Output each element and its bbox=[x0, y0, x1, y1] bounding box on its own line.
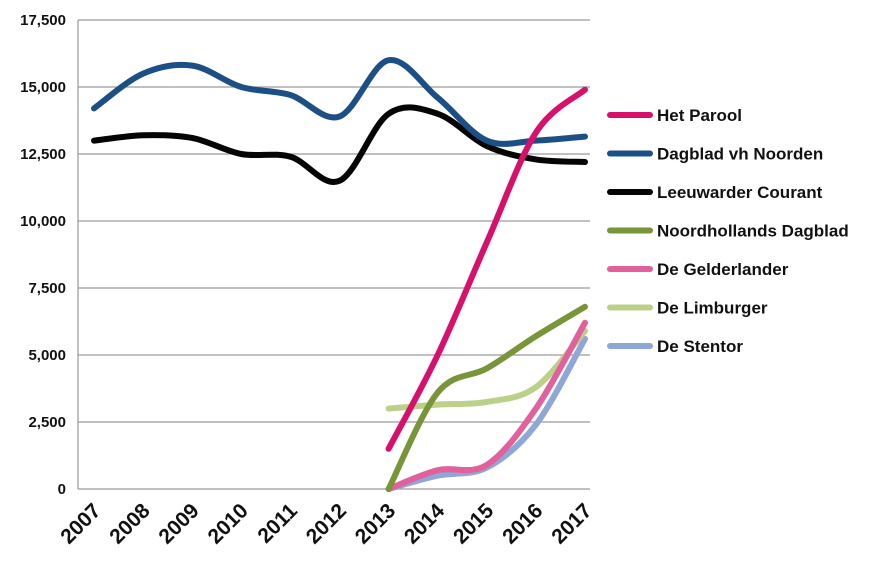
x-tick-label: 2008 bbox=[105, 499, 155, 549]
y-tick-label: 17,500 bbox=[20, 12, 66, 29]
x-tick-label: 2012 bbox=[302, 499, 351, 548]
y-tick-label: 12,500 bbox=[20, 146, 66, 163]
series-line-de-gelderlander bbox=[385, 319, 588, 492]
series-line-de-limburger bbox=[385, 327, 588, 412]
legend: Het Parool Dagblad vh Noorden Leeuwarder C… bbox=[607, 106, 849, 356]
series-lines bbox=[91, 57, 588, 492]
legend-label-noordhollands-dagblad: Noordhollands Dagblad bbox=[657, 222, 849, 241]
y-tick-label: 0 bbox=[58, 481, 66, 498]
series-line-noordhollands-dagblad bbox=[385, 303, 588, 492]
y-tick-label: 2,500 bbox=[28, 414, 66, 431]
series-line-leeuwarder-courant bbox=[91, 104, 588, 185]
y-tick-label: 7,500 bbox=[28, 280, 66, 297]
legend-label-de-limburger: De Limburger bbox=[657, 299, 768, 318]
y-axis-ticks: 0 2,500 5,000 7,500 10,000 12,500 15,000 17,500 bbox=[20, 12, 66, 498]
x-tick-label: 2010 bbox=[204, 499, 253, 548]
x-tick-label: 2009 bbox=[154, 499, 203, 548]
y-tick-label: 5,000 bbox=[28, 347, 66, 364]
x-tick-label: 2013 bbox=[351, 499, 400, 548]
x-tick-label: 2015 bbox=[449, 499, 499, 549]
legend-label-de-gelderlander: De Gelderlander bbox=[657, 260, 789, 279]
legend-label-dagblad-vh-noorden: Dagblad vh Noorden bbox=[657, 145, 823, 164]
legend-label-leeuwarder-courant: Leeuwarder Courant bbox=[657, 183, 823, 202]
series-line-dagblad-vh-noorden bbox=[91, 57, 588, 147]
x-tick-label: 2014 bbox=[400, 499, 450, 549]
y-tick-label: 15,000 bbox=[20, 79, 66, 96]
y-tick-label: 10,000 bbox=[20, 213, 66, 230]
x-tick-label: 2017 bbox=[547, 499, 596, 548]
series-line-het-parool bbox=[385, 86, 588, 452]
x-tick-label: 2011 bbox=[253, 499, 302, 548]
legend-label-de-stentor: De Stentor bbox=[657, 337, 743, 356]
x-axis-ticks: 2007 2008 2009 2010 2011 2012 2013 2014 2015 2016… bbox=[56, 499, 596, 549]
x-tick-label: 2016 bbox=[498, 499, 547, 548]
legend-label-het-parool: Het Parool bbox=[657, 106, 742, 125]
x-tick-label: 2007 bbox=[56, 499, 105, 548]
gridlines bbox=[77, 19, 590, 490]
